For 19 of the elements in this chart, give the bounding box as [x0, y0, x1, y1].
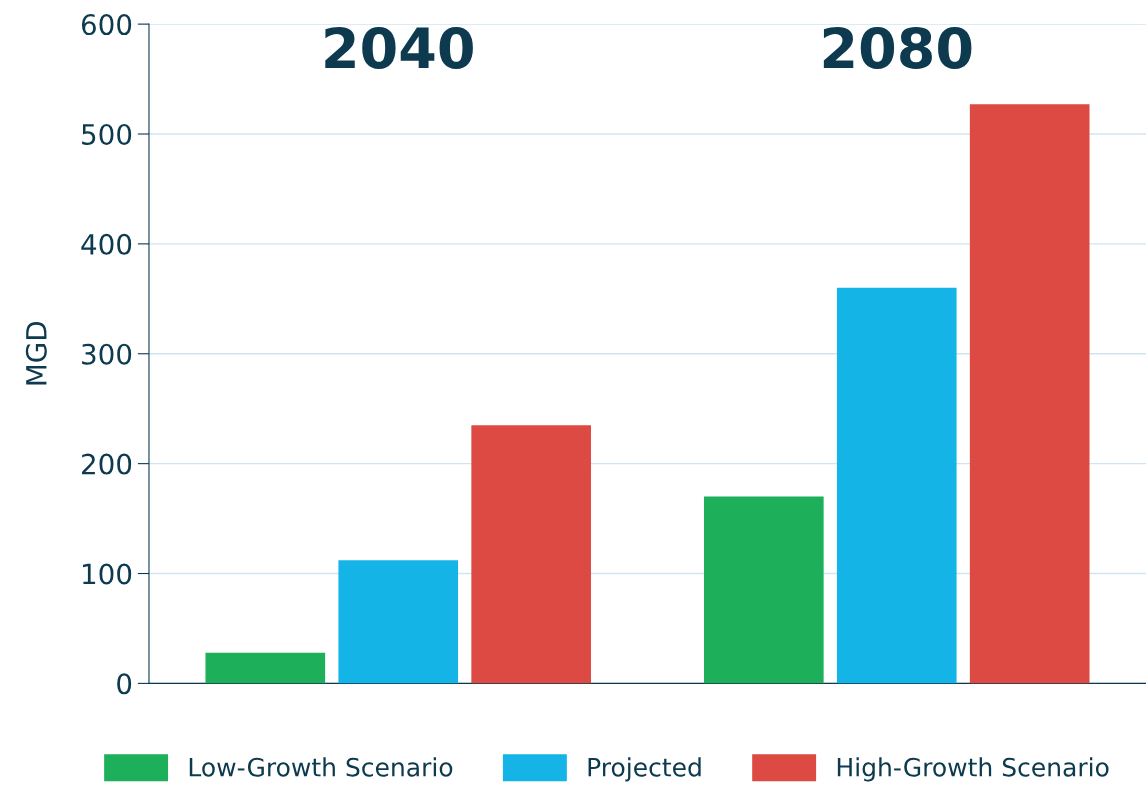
- x-tick-label: 2040: [325, 26, 473, 69]
- bar: [471, 425, 591, 684]
- y-tick-label: 200: [82, 453, 132, 475]
- y-tick-label: 300: [82, 343, 132, 365]
- y-tick-label: 400: [81, 233, 132, 255]
- bar: [338, 560, 459, 684]
- bar: [969, 104, 1090, 684]
- y-tick-label: 100: [83, 563, 132, 585]
- legend-label: Low-Growth Scenario: [189, 757, 453, 777]
- y-tick-label: 500: [82, 123, 132, 145]
- y-axis-title: MGD: [25, 321, 47, 385]
- y-tick-label: 0: [117, 673, 132, 695]
- y-tick-label: 600: [81, 14, 132, 36]
- bar: [836, 287, 957, 684]
- legend-label: Projected: [588, 757, 701, 782]
- x-tick-label: 2080: [823, 26, 972, 69]
- legend-label: High-Growth Scenario: [837, 757, 1109, 782]
- bar: [703, 496, 824, 684]
- bar: [205, 652, 326, 684]
